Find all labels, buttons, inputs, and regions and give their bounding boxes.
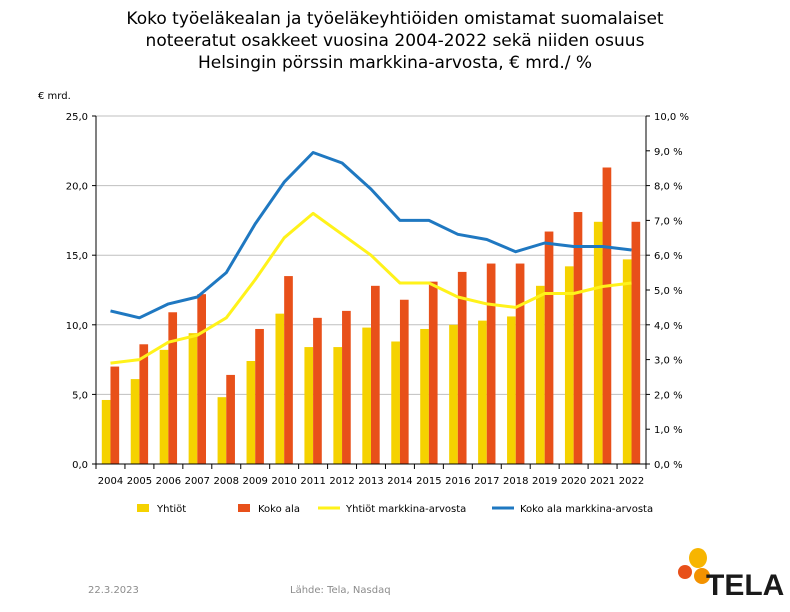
tela-logo: TELA xyxy=(678,548,784,602)
legend-label: Koko ala markkina-arvosta xyxy=(520,504,653,515)
legend-label: Yhtiöt xyxy=(156,504,186,515)
bar-yhtiot xyxy=(362,327,371,464)
y2-tick-label: 0,0 % xyxy=(654,460,683,471)
logo-text: TELA xyxy=(706,569,784,602)
bar-koko-ala xyxy=(544,231,554,464)
x-tick-label: 2018 xyxy=(503,476,528,487)
x-tick-label: 2008 xyxy=(214,476,239,487)
y-tick-label: 5,0 xyxy=(72,390,88,401)
bar-koko-ala xyxy=(457,271,467,464)
bar-yhtiot xyxy=(449,324,458,464)
bar-yhtiot xyxy=(275,313,285,464)
y2-tick-label: 7,0 % xyxy=(654,216,683,227)
x-tick-label: 2019 xyxy=(532,476,557,487)
bar-yhtiot xyxy=(420,328,429,464)
x-tick-label: 2012 xyxy=(329,476,354,487)
x-tick-label: 2021 xyxy=(590,476,615,487)
bar-yhtiot xyxy=(593,221,603,464)
chart-title: Koko työeläkealan ja työeläkeyhtiöiden o… xyxy=(80,8,710,74)
x-tick-label: 2010 xyxy=(271,476,296,487)
x-tick-label: 2005 xyxy=(127,476,152,487)
chart-title-line-2: noteeratut osakkeet vuosina 2004-2022 se… xyxy=(145,31,645,51)
x-tick-label: 2015 xyxy=(416,476,441,487)
bar-koko-ala xyxy=(197,294,206,464)
bar-koko-ala xyxy=(110,366,120,464)
bar-koko-ala xyxy=(602,167,612,464)
legend-label: Koko ala xyxy=(258,504,300,515)
bar-koko-ala xyxy=(631,221,641,464)
chart-title-line-1: Koko työeläkealan ja työeläkeyhtiöiden o… xyxy=(126,9,664,29)
x-tick-label: 2011 xyxy=(300,476,325,487)
bar-koko-ala xyxy=(342,310,351,464)
x-tick-label: 2014 xyxy=(387,476,412,487)
bar-yhtiot xyxy=(217,397,227,464)
x-tick-label: 2004 xyxy=(98,476,123,487)
x-tick-label: 2013 xyxy=(358,476,383,487)
y-tick-label: 25,0 xyxy=(66,112,88,123)
bar-koko-ala xyxy=(284,276,293,464)
bar-koko-ala xyxy=(573,212,583,464)
bar-yhtiot xyxy=(478,320,487,464)
y-tick-label: 15,0 xyxy=(66,251,88,262)
bar-koko-ala xyxy=(139,344,149,464)
x-tick-label: 2006 xyxy=(156,476,181,487)
y2-tick-label: 2,0 % xyxy=(654,390,683,401)
legend-swatch xyxy=(238,504,250,512)
bar-koko-ala xyxy=(226,374,235,464)
y2-tick-label: 5,0 % xyxy=(654,286,683,297)
bar-yhtiot xyxy=(536,285,545,464)
bar-koko-ala xyxy=(428,281,438,464)
bar-yhtiot xyxy=(188,333,198,464)
footer-date: 22.3.2023 xyxy=(88,585,139,596)
bar-yhtiot xyxy=(622,259,632,464)
bar-yhtiot xyxy=(304,347,314,464)
bar-yhtiot xyxy=(246,360,256,464)
bar-koko-ala xyxy=(515,263,525,464)
bar-yhtiot xyxy=(333,347,343,464)
bar-koko-ala xyxy=(168,312,178,464)
x-tick-label: 2020 xyxy=(561,476,586,487)
y2-tick-label: 9,0 % xyxy=(654,147,683,158)
bar-yhtiot xyxy=(101,399,111,464)
bar-yhtiot xyxy=(564,266,574,464)
bar-yhtiot xyxy=(507,316,516,464)
line-koko-ala-markkina-arvosta xyxy=(110,151,632,320)
bar-yhtiot xyxy=(391,341,400,464)
x-tick-label: 2016 xyxy=(445,476,470,487)
x-tick-label: 2022 xyxy=(619,476,644,487)
legend-swatch xyxy=(137,504,149,512)
chart-title-line-3: Helsingin pörssin markkina-arvosta, € mr… xyxy=(197,53,593,73)
y2-tick-label: 6,0 % xyxy=(654,251,683,262)
y2-tick-label: 3,0 % xyxy=(654,356,683,367)
y-tick-label: 20,0 xyxy=(66,182,88,193)
x-tick-label: 2007 xyxy=(185,476,210,487)
bar-yhtiot xyxy=(130,379,140,464)
bar-yhtiot xyxy=(159,349,169,464)
bar-koko-ala xyxy=(371,285,380,464)
y2-tick-label: 4,0 % xyxy=(654,321,683,332)
bar-koko-ala xyxy=(399,299,409,464)
x-tick-label: 2009 xyxy=(242,476,267,487)
logo-drop-right xyxy=(694,568,710,584)
x-tick-label: 2017 xyxy=(474,476,499,487)
line-yhtiot-markkina-arvosta xyxy=(110,211,632,365)
y-axis-unit: € mrd. xyxy=(38,91,71,102)
y2-tick-label: 10,0 % xyxy=(654,112,689,123)
y2-tick-label: 1,0 % xyxy=(654,425,683,436)
legend-label: Yhtiöt markkina-arvosta xyxy=(345,504,466,515)
bar-koko-ala xyxy=(486,263,496,464)
logo-drop-top xyxy=(689,548,707,568)
y-tick-label: 10,0 xyxy=(66,321,88,332)
bar-koko-ala xyxy=(255,328,264,464)
logo-drop-left xyxy=(678,565,692,579)
bar-koko-ala xyxy=(313,317,322,464)
footer-source: Lähde: Tela, Nasdaq xyxy=(290,585,391,596)
y2-tick-label: 8,0 % xyxy=(654,182,683,193)
y-tick-label: 0,0 xyxy=(72,460,88,471)
